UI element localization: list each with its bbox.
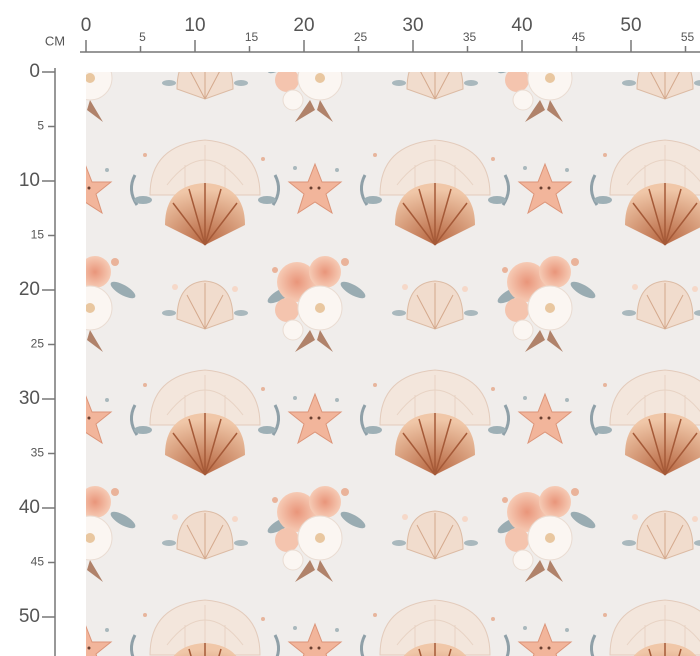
x-ruler-label: 20 xyxy=(293,15,314,36)
x-ruler-label: 55 xyxy=(681,30,695,44)
x-ruler-label: 50 xyxy=(620,15,641,36)
y-ruler-label: 25 xyxy=(31,337,45,351)
x-ruler-label: 0 xyxy=(81,15,92,36)
x-ruler-label: 40 xyxy=(511,15,532,36)
y-ruler-label: 15 xyxy=(31,228,45,242)
y-ruler-label: 0 xyxy=(29,61,40,82)
x-ruler-label: 45 xyxy=(572,30,586,44)
y-ruler-label: 20 xyxy=(19,279,40,300)
fabric-pattern xyxy=(86,72,700,656)
y-ruler-label: 10 xyxy=(19,170,40,191)
unit-label: CM xyxy=(45,33,65,48)
y-ruler-label: 35 xyxy=(31,446,45,460)
x-ruler-label: 30 xyxy=(402,15,423,36)
y-ruler-label: 50 xyxy=(19,606,40,627)
x-ruler-label: 35 xyxy=(463,30,477,44)
y-ruler-label: 30 xyxy=(19,388,40,409)
x-ruler-label: 5 xyxy=(139,30,146,44)
x-ruler-label: 25 xyxy=(354,30,368,44)
y-ruler-label: 5 xyxy=(37,119,44,133)
x-ruler-label: 10 xyxy=(184,15,205,36)
y-ruler-label: 40 xyxy=(19,497,40,518)
x-ruler-label: 15 xyxy=(245,30,259,44)
y-ruler-label: 45 xyxy=(31,555,45,569)
